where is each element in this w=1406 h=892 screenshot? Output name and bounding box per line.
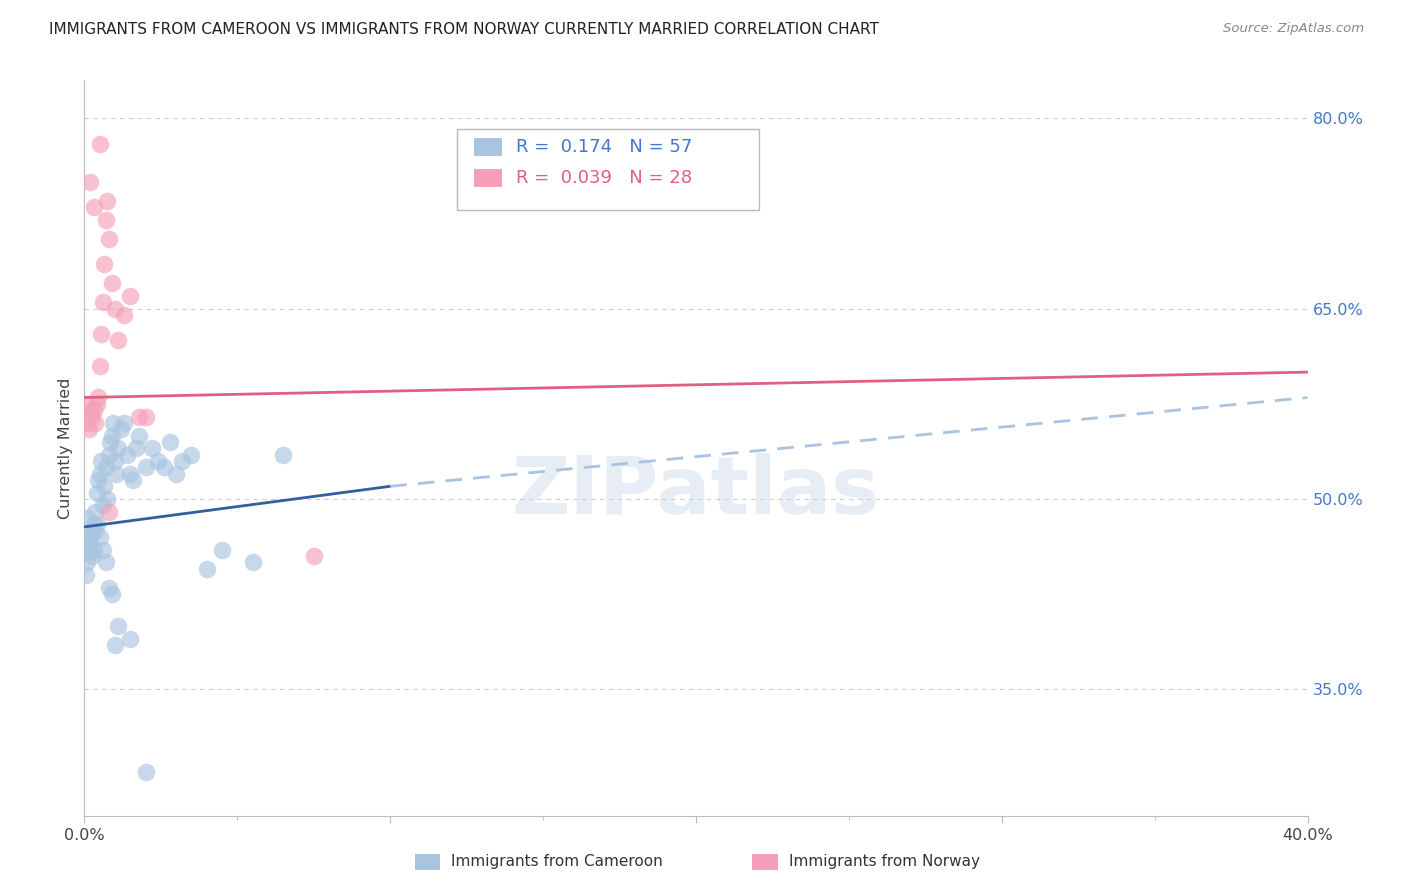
Point xyxy=(125,441,148,455)
Point xyxy=(110,422,132,436)
Point xyxy=(86,517,108,532)
Point xyxy=(80,524,103,538)
Point xyxy=(76,511,98,525)
Point xyxy=(120,289,142,303)
Point xyxy=(89,359,111,373)
Point xyxy=(84,416,107,430)
Point xyxy=(180,448,202,462)
Point xyxy=(128,409,150,424)
Point xyxy=(93,479,115,493)
Point xyxy=(115,448,138,462)
Point xyxy=(79,175,101,189)
Point xyxy=(107,441,129,455)
Point xyxy=(195,562,218,576)
Point xyxy=(94,460,117,475)
Point xyxy=(90,454,112,468)
Point xyxy=(91,295,114,310)
Point xyxy=(77,536,100,550)
Text: R =  0.174   N = 57: R = 0.174 N = 57 xyxy=(516,138,692,156)
Point xyxy=(135,764,157,779)
Point xyxy=(80,409,103,424)
Point xyxy=(104,301,127,316)
Point xyxy=(86,485,108,500)
Point xyxy=(75,397,97,411)
Point xyxy=(120,467,142,481)
Point xyxy=(93,257,115,271)
Point xyxy=(90,326,112,341)
Point xyxy=(80,549,103,563)
Point xyxy=(103,416,125,430)
Point xyxy=(96,194,118,208)
Text: R =  0.039   N = 28: R = 0.039 N = 28 xyxy=(516,169,692,187)
Point xyxy=(98,434,121,449)
Point xyxy=(107,619,129,633)
Point xyxy=(87,391,110,405)
Point xyxy=(122,473,145,487)
Point xyxy=(79,530,101,544)
Point xyxy=(83,403,105,417)
Point xyxy=(141,441,163,455)
Point xyxy=(128,428,150,442)
Point xyxy=(302,549,325,563)
Point xyxy=(211,542,233,557)
Point xyxy=(159,434,181,449)
Point xyxy=(135,460,157,475)
Point xyxy=(91,499,114,513)
Point xyxy=(101,587,124,601)
Point xyxy=(172,454,194,468)
Point xyxy=(242,556,264,570)
Point xyxy=(96,491,118,506)
Point xyxy=(83,200,105,214)
Point xyxy=(89,467,111,481)
Point xyxy=(76,556,98,570)
Point xyxy=(83,517,105,532)
Point xyxy=(97,232,120,246)
Point xyxy=(104,638,127,652)
Point xyxy=(89,530,111,544)
Point xyxy=(112,308,135,322)
Point xyxy=(112,416,135,430)
Point xyxy=(75,568,97,582)
Point xyxy=(94,556,117,570)
Point xyxy=(135,409,157,424)
Point xyxy=(94,212,117,227)
Point xyxy=(153,460,176,475)
Point xyxy=(77,530,100,544)
Point xyxy=(165,467,187,481)
Text: Immigrants from Cameroon: Immigrants from Cameroon xyxy=(451,855,664,869)
Point xyxy=(76,416,98,430)
Point xyxy=(146,454,169,468)
Point xyxy=(101,428,124,442)
Point xyxy=(107,334,129,348)
Point xyxy=(97,505,120,519)
Text: Source: ZipAtlas.com: Source: ZipAtlas.com xyxy=(1223,22,1364,36)
Point xyxy=(84,505,107,519)
Y-axis label: Currently Married: Currently Married xyxy=(58,377,73,519)
Point xyxy=(79,542,101,557)
Point xyxy=(86,397,108,411)
Point xyxy=(87,473,110,487)
Text: IMMIGRANTS FROM CAMEROON VS IMMIGRANTS FROM NORWAY CURRENTLY MARRIED CORRELATION: IMMIGRANTS FROM CAMEROON VS IMMIGRANTS F… xyxy=(49,22,879,37)
Point xyxy=(89,136,111,151)
Text: ZIPatlas: ZIPatlas xyxy=(512,453,880,532)
Text: Immigrants from Norway: Immigrants from Norway xyxy=(789,855,980,869)
Point xyxy=(91,542,114,557)
Point xyxy=(79,403,101,417)
Point xyxy=(83,542,105,557)
Point xyxy=(120,632,142,646)
Point xyxy=(77,422,100,436)
Point xyxy=(104,454,127,468)
Point xyxy=(101,277,124,291)
Point xyxy=(105,467,128,481)
Point xyxy=(84,524,107,538)
Point xyxy=(97,581,120,595)
Point xyxy=(97,448,120,462)
Point xyxy=(271,448,294,462)
